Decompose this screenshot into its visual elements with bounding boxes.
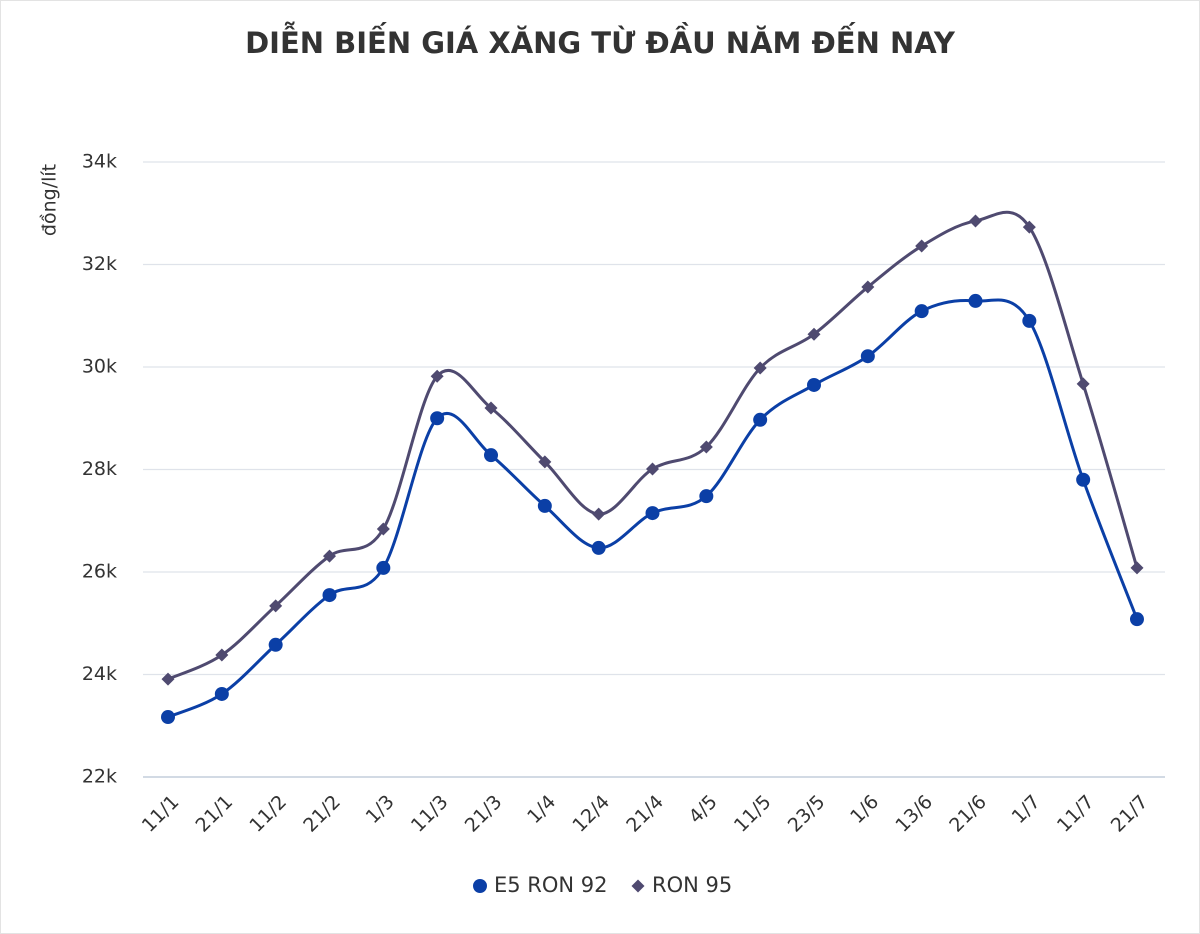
marker	[214, 686, 229, 701]
y-tick-label: 22k	[82, 766, 117, 788]
marker	[591, 540, 606, 555]
marker	[161, 710, 175, 725]
y-tick-label: 34k	[82, 151, 117, 173]
marker	[1022, 220, 1036, 234]
y-axis-label: đồng/lít	[39, 164, 61, 236]
legend-marker	[631, 879, 645, 893]
marker	[646, 462, 659, 476]
marker	[430, 411, 445, 426]
marker	[592, 507, 606, 521]
marker	[322, 588, 337, 603]
marker	[1130, 561, 1144, 575]
marker	[969, 214, 982, 228]
marker	[215, 648, 229, 662]
y-tick-label: 30k	[82, 356, 117, 378]
marker	[376, 560, 391, 575]
marker	[538, 455, 552, 469]
marker	[807, 377, 821, 392]
y-tick-label: 26k	[82, 561, 117, 583]
y-tick-label: 28k	[82, 458, 117, 480]
marker	[699, 489, 714, 504]
marker	[914, 304, 929, 319]
marker	[645, 506, 660, 521]
marker	[376, 522, 390, 536]
y-tick-label: 32k	[82, 253, 117, 275]
marker	[753, 361, 767, 375]
chart-title: DIỄN BIẾN GIÁ XĂNG TỪ ĐẦU NĂM ĐẾN NAY	[245, 22, 956, 60]
marker	[1076, 472, 1091, 487]
y-tick-label: 24k	[82, 663, 117, 685]
marker	[699, 440, 713, 454]
marker	[484, 448, 498, 463]
legend-label: RON 95	[652, 873, 732, 897]
legend-label: E5 RON 92	[494, 873, 608, 897]
series-line	[167, 210, 1139, 681]
marker	[860, 349, 875, 364]
marker	[161, 672, 175, 686]
marker	[537, 498, 552, 513]
marker	[268, 637, 283, 652]
marker	[1076, 377, 1090, 391]
marker	[915, 239, 929, 253]
marker	[861, 280, 875, 294]
marker	[968, 293, 983, 308]
marker	[1022, 313, 1037, 328]
marker	[323, 549, 336, 563]
marker	[807, 327, 821, 341]
marker	[430, 369, 444, 383]
marker	[484, 401, 498, 415]
legend-marker	[473, 879, 487, 893]
marker	[1130, 612, 1144, 627]
marker	[269, 599, 283, 613]
marker	[753, 412, 768, 427]
